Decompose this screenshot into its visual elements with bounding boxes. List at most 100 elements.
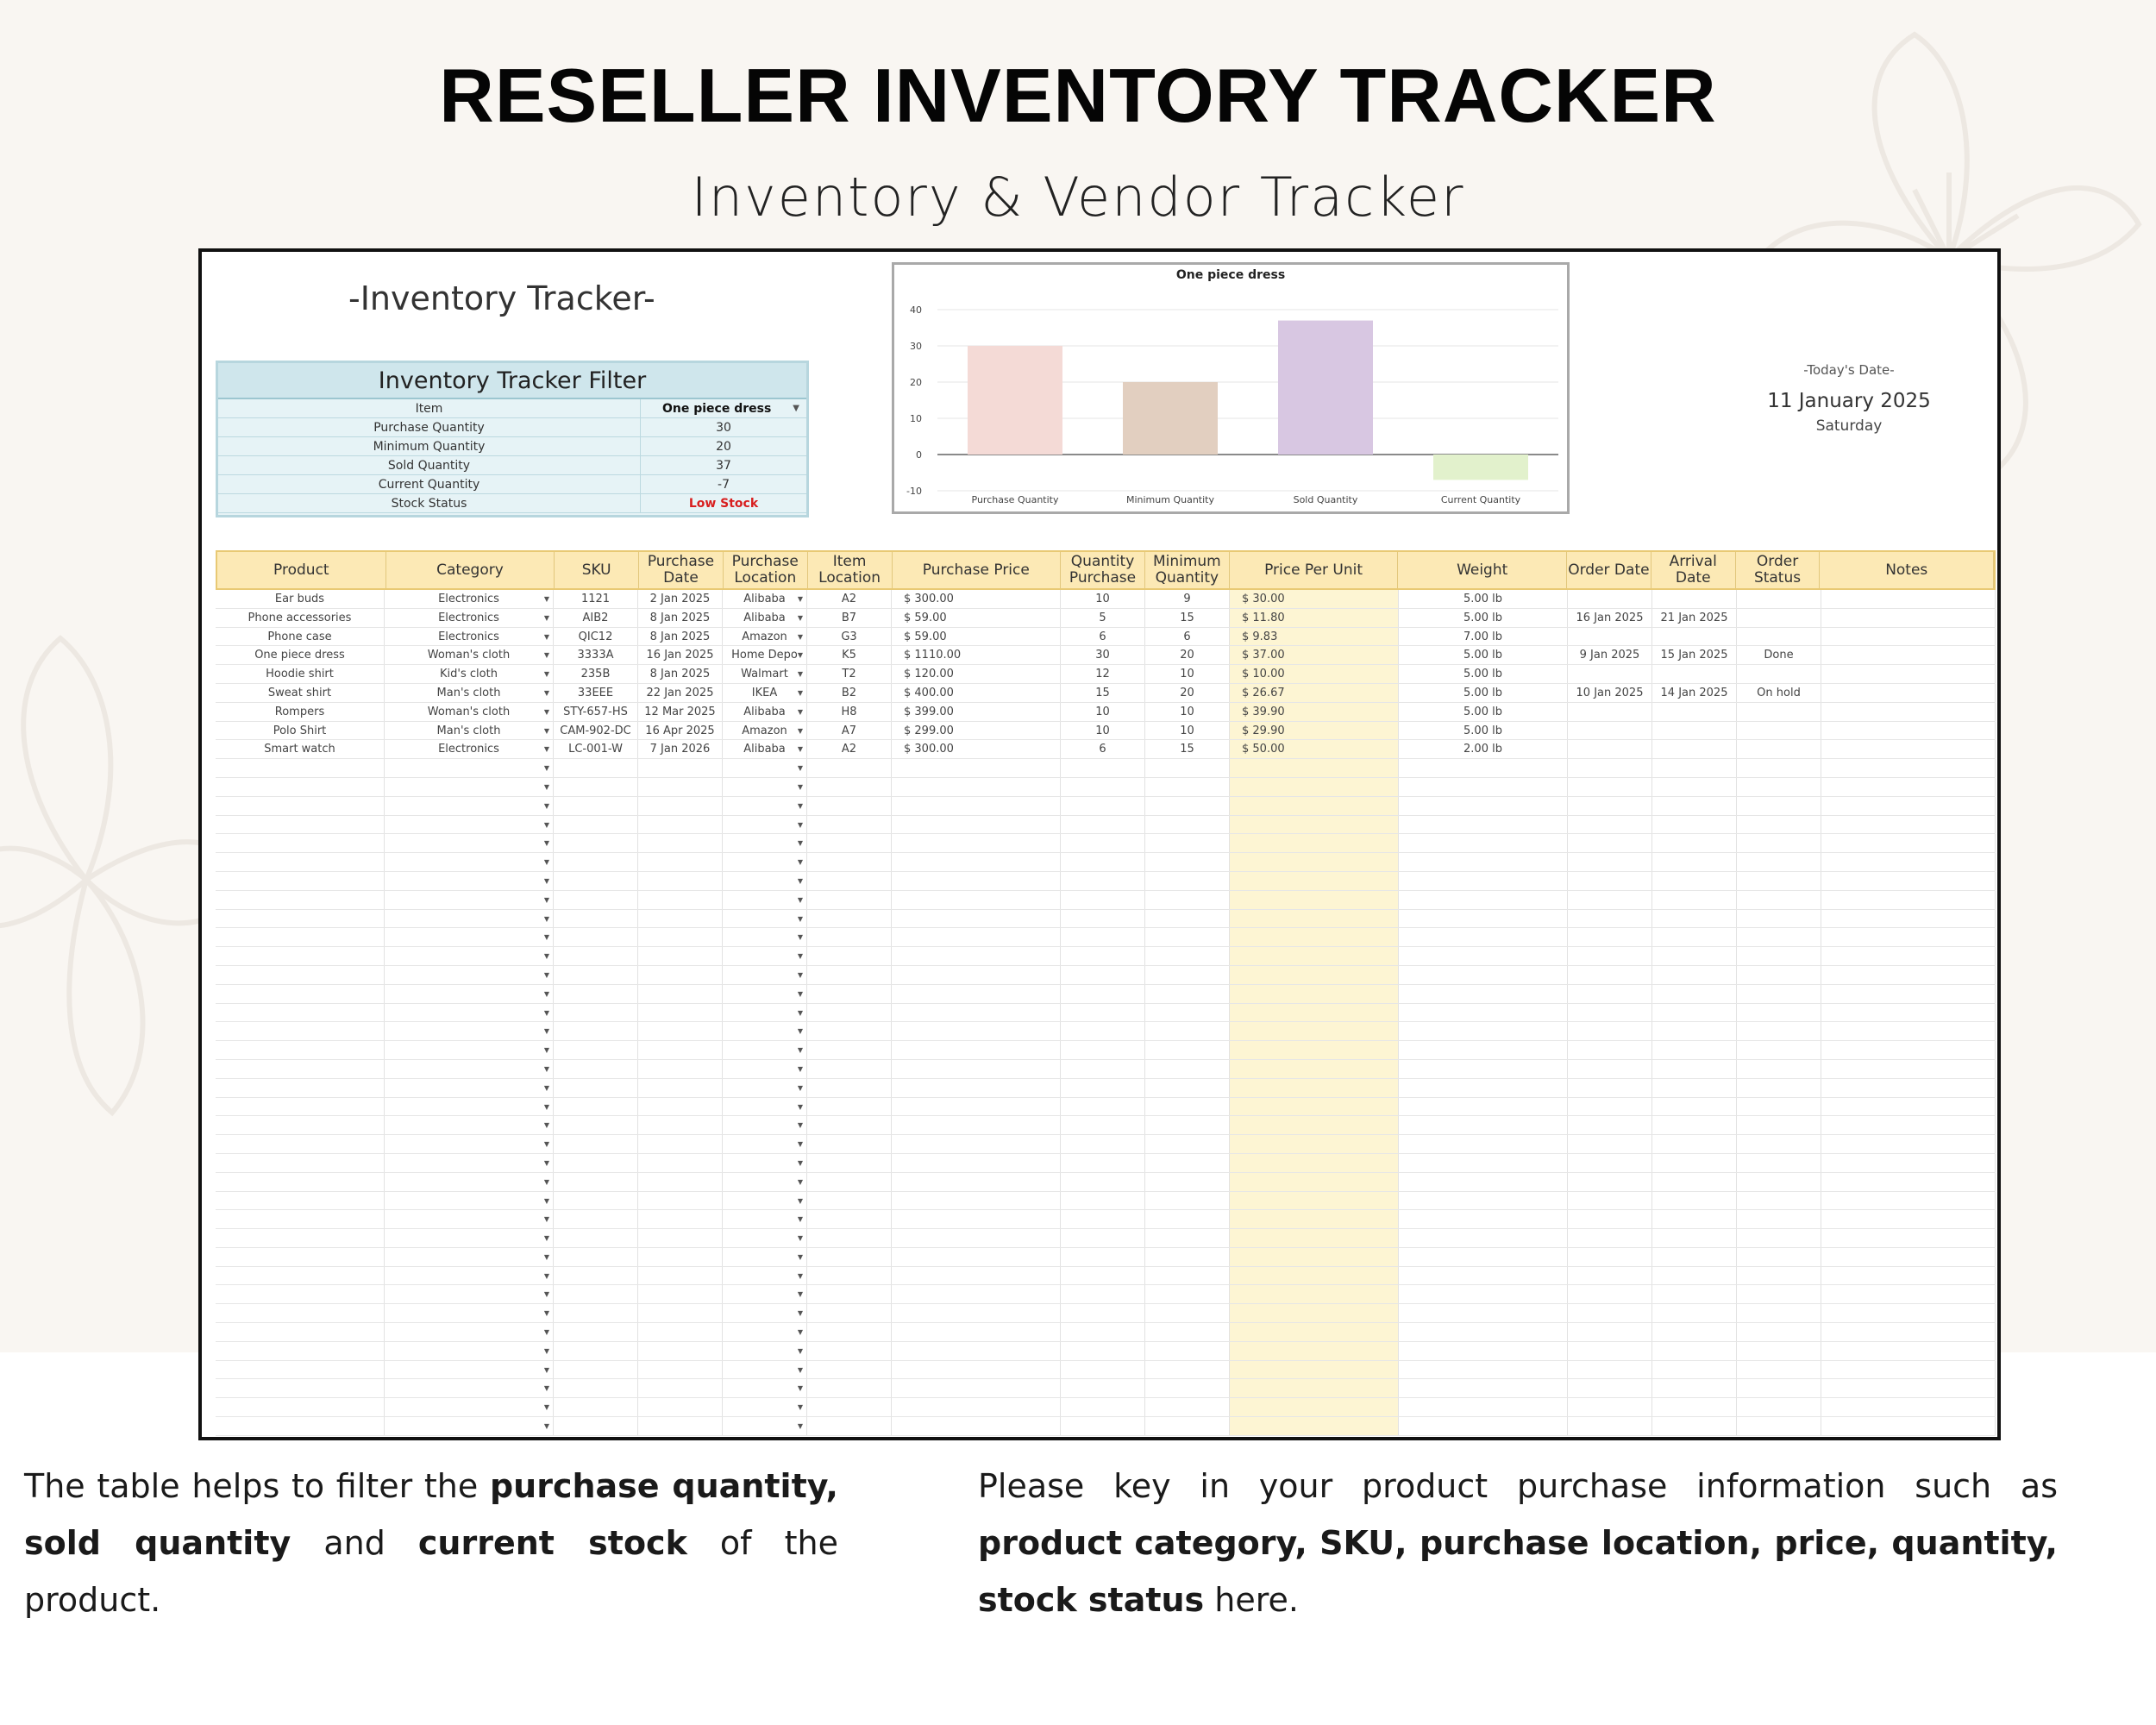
table-cell[interactable] bbox=[1145, 1078, 1230, 1097]
table-cell[interactable] bbox=[1821, 796, 1996, 815]
table-cell[interactable] bbox=[554, 1360, 638, 1379]
table-cell[interactable]: B2 bbox=[807, 683, 892, 702]
table-cell[interactable] bbox=[216, 1135, 385, 1153]
table-cell[interactable]: Amazon ▼ bbox=[723, 721, 807, 740]
table-cell[interactable] bbox=[554, 1341, 638, 1360]
table-cell[interactable]: ▼ bbox=[723, 890, 807, 909]
chevron-down-icon[interactable]: ▼ bbox=[797, 801, 803, 810]
table-cell[interactable] bbox=[1568, 1078, 1652, 1097]
table-cell[interactable] bbox=[554, 796, 638, 815]
table-cell[interactable] bbox=[1145, 1059, 1230, 1078]
table-cell[interactable]: $ 26.67 bbox=[1230, 683, 1399, 702]
table-cell[interactable] bbox=[807, 1210, 892, 1229]
chevron-down-icon[interactable]: ▼ bbox=[543, 1046, 549, 1055]
table-cell[interactable] bbox=[1568, 1041, 1652, 1059]
table-cell[interactable]: 9 Jan 2025 bbox=[1568, 646, 1652, 665]
table-cell[interactable] bbox=[1821, 1285, 1996, 1304]
table-cell[interactable] bbox=[216, 1229, 385, 1247]
table-cell[interactable] bbox=[1821, 871, 1996, 890]
table-cell[interactable] bbox=[1399, 815, 1568, 834]
table-cell[interactable] bbox=[1399, 1116, 1568, 1135]
table-cell[interactable] bbox=[1652, 1059, 1737, 1078]
table-cell[interactable] bbox=[1145, 1304, 1230, 1323]
table-cell[interactable]: ▼ bbox=[385, 1059, 554, 1078]
table-cell[interactable] bbox=[1230, 1398, 1399, 1417]
table-cell[interactable] bbox=[1737, 871, 1821, 890]
table-cell[interactable]: On hold bbox=[1737, 683, 1821, 702]
table-cell[interactable]: Amazon ▼ bbox=[723, 627, 807, 646]
table-cell[interactable] bbox=[1230, 759, 1399, 777]
table-cell[interactable] bbox=[1061, 1078, 1145, 1097]
table-cell[interactable]: ▼ bbox=[723, 1135, 807, 1153]
chevron-down-icon[interactable]: ▼ bbox=[797, 820, 803, 829]
table-cell[interactable] bbox=[1230, 1360, 1399, 1379]
table-cell[interactable] bbox=[1737, 1304, 1821, 1323]
table-cell[interactable] bbox=[1568, 1097, 1652, 1116]
table-cell[interactable]: Rompers bbox=[216, 702, 385, 721]
table-cell[interactable] bbox=[554, 777, 638, 796]
table-cell[interactable]: CAM-902-DC bbox=[554, 721, 638, 740]
table-cell[interactable] bbox=[1568, 984, 1652, 1003]
table-cell[interactable] bbox=[1652, 1323, 1737, 1341]
table-cell[interactable] bbox=[892, 1266, 1061, 1285]
table-cell[interactable] bbox=[1568, 590, 1652, 608]
table-cell[interactable]: ▼ bbox=[723, 777, 807, 796]
table-cell[interactable] bbox=[638, 1059, 723, 1078]
table-cell[interactable] bbox=[1652, 1003, 1737, 1022]
table-cell[interactable] bbox=[1399, 1022, 1568, 1041]
table-cell[interactable]: LC-001-W bbox=[554, 740, 638, 759]
table-cell[interactable] bbox=[554, 947, 638, 965]
table-cell[interactable] bbox=[1737, 608, 1821, 627]
table-cell[interactable]: 10 bbox=[1145, 702, 1230, 721]
table-cell[interactable] bbox=[1399, 1360, 1568, 1379]
table-cell[interactable]: ▼ bbox=[385, 1360, 554, 1379]
chevron-down-icon[interactable]: ▼ bbox=[797, 1140, 803, 1149]
table-cell[interactable] bbox=[1145, 1341, 1230, 1360]
table-cell[interactable] bbox=[638, 1210, 723, 1229]
table-cell[interactable] bbox=[892, 1059, 1061, 1078]
table-cell[interactable] bbox=[1568, 965, 1652, 984]
table-cell[interactable]: 6 bbox=[1145, 627, 1230, 646]
table-cell[interactable] bbox=[1230, 1341, 1399, 1360]
table-cell[interactable] bbox=[216, 815, 385, 834]
table-cell[interactable] bbox=[1737, 627, 1821, 646]
table-cell[interactable] bbox=[1821, 1341, 1996, 1360]
table-cell[interactable] bbox=[1737, 759, 1821, 777]
table-cell[interactable] bbox=[1568, 1304, 1652, 1323]
chevron-down-icon[interactable]: ▼ bbox=[543, 1064, 549, 1073]
table-cell[interactable] bbox=[554, 1059, 638, 1078]
chevron-down-icon[interactable]: ▼ bbox=[797, 782, 803, 791]
table-cell[interactable] bbox=[1737, 1323, 1821, 1341]
table-cell[interactable]: ▼ bbox=[385, 1229, 554, 1247]
table-cell[interactable]: ▼ bbox=[723, 1003, 807, 1022]
table-cell[interactable] bbox=[1821, 1059, 1996, 1078]
chevron-down-icon[interactable]: ▼ bbox=[543, 670, 549, 679]
table-cell[interactable]: $ 299.00 bbox=[892, 721, 1061, 740]
table-cell[interactable] bbox=[1821, 759, 1996, 777]
table-cell[interactable] bbox=[807, 1116, 892, 1135]
chevron-down-icon[interactable]: ▼ bbox=[543, 1158, 549, 1167]
table-cell[interactable] bbox=[1568, 1229, 1652, 1247]
table-cell[interactable] bbox=[1568, 834, 1652, 853]
chevron-down-icon[interactable]: ▼ bbox=[797, 952, 803, 961]
table-cell[interactable] bbox=[1821, 1304, 1996, 1323]
table-cell[interactable] bbox=[1145, 965, 1230, 984]
table-cell[interactable] bbox=[1821, 1172, 1996, 1191]
table-cell[interactable] bbox=[1568, 1003, 1652, 1022]
chevron-down-icon[interactable]: ▼ bbox=[543, 1027, 549, 1036]
table-cell[interactable]: $ 59.00 bbox=[892, 627, 1061, 646]
table-cell[interactable] bbox=[1230, 777, 1399, 796]
chevron-down-icon[interactable]: ▼ bbox=[543, 914, 549, 923]
table-cell[interactable] bbox=[807, 1379, 892, 1398]
table-cell[interactable] bbox=[638, 1153, 723, 1172]
table-cell[interactable]: ▼ bbox=[723, 1360, 807, 1379]
table-cell[interactable] bbox=[1399, 1135, 1568, 1153]
table-cell[interactable] bbox=[1652, 1210, 1737, 1229]
table-cell[interactable] bbox=[554, 984, 638, 1003]
table-cell[interactable]: A7 bbox=[807, 721, 892, 740]
table-cell[interactable] bbox=[638, 1304, 723, 1323]
table-cell[interactable] bbox=[554, 1379, 638, 1398]
table-cell[interactable] bbox=[638, 853, 723, 871]
table-cell[interactable]: ▼ bbox=[385, 1304, 554, 1323]
table-cell[interactable] bbox=[1399, 1003, 1568, 1022]
